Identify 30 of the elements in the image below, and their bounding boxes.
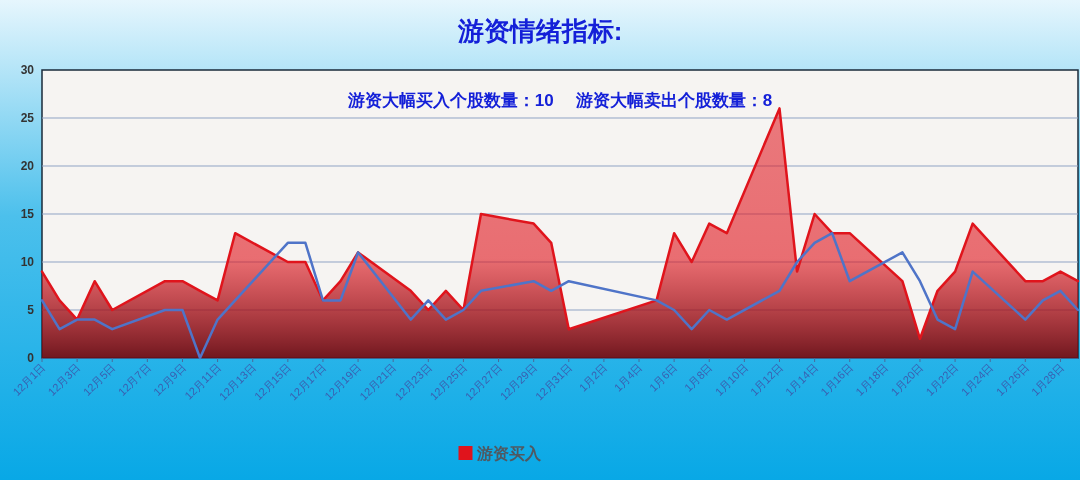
x-tick-label: 12月3日 (45, 360, 83, 398)
x-tick-label: 12月5日 (80, 360, 118, 398)
x-tick-label: 1月14日 (783, 360, 821, 398)
x-tick-label: 1月18日 (853, 360, 891, 398)
y-tick-label: 15 (20, 207, 35, 221)
x-tick-label: 1月8日 (681, 360, 715, 394)
y-tick-label: 5 (27, 303, 35, 317)
line-series (40, 231, 1080, 360)
x-tick-label: 1月28日 (1028, 360, 1066, 398)
x-tick-label: 1月26日 (993, 360, 1031, 398)
x-tick-label: 12月9日 (150, 360, 188, 398)
x-tick-label: 1月22日 (923, 360, 961, 398)
x-tick-label: 1月20日 (888, 360, 926, 398)
annotation: 游资大幅卖出个股数量：8 (574, 91, 773, 110)
x-tick-label: 1月12日 (747, 360, 785, 398)
legend-label: 游资买入 (475, 445, 542, 462)
x-tick-label: 1月16日 (818, 360, 856, 398)
annotation: 游资大幅买入个股数量：10 (346, 91, 554, 110)
x-tick-label: 1月24日 (958, 360, 996, 398)
x-tick-label: 1月10日 (712, 360, 750, 398)
y-tick-label: 25 (20, 111, 35, 125)
y-tick-label: 10 (20, 255, 35, 269)
chart-title: 游资情绪指标: (456, 16, 623, 46)
y-tick-label: 30 (20, 63, 35, 77)
y-tick-label: 20 (20, 159, 35, 173)
x-tick-label: 1月6日 (646, 360, 680, 394)
y-tick-label: 0 (27, 351, 35, 365)
x-tick-label: 12月7日 (115, 360, 153, 398)
x-tick-label: 1月2日 (576, 360, 610, 394)
x-tick-label: 1月4日 (611, 360, 645, 394)
